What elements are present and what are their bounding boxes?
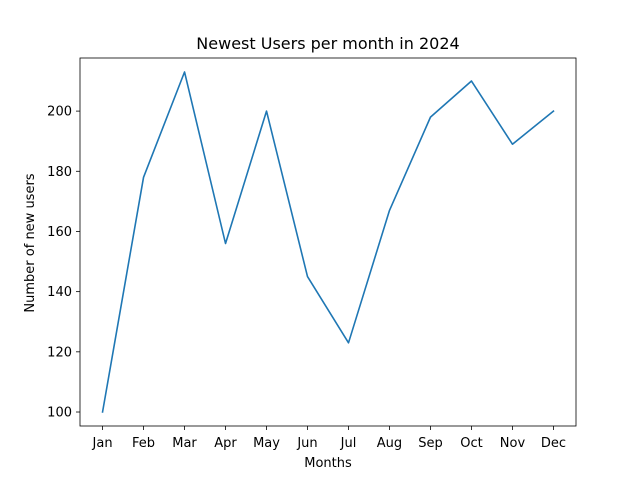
axes-frame: [79, 57, 577, 427]
x-tick-label: Feb: [132, 436, 155, 451]
x-axis-label: Months: [304, 456, 352, 471]
x-tick-label: Apr: [214, 436, 237, 451]
x-tick-label: Nov: [500, 436, 526, 451]
series-line: [101, 71, 555, 413]
y-tick-label: 200: [47, 105, 72, 120]
y-tick-label: 120: [47, 345, 72, 360]
y-tick-label: 180: [47, 165, 72, 180]
x-tick-label: Jan: [92, 436, 113, 451]
plot-area: Jan Feb Mar Apr May Jun Jul Aug Sep Oct Nov Dec 100 1…: [47, 57, 577, 451]
x-tick-label: Sep: [418, 436, 443, 451]
x-tick-label: Oct: [460, 436, 482, 451]
y-tick-label: 140: [47, 285, 72, 300]
x-tick-label: May: [253, 436, 280, 451]
x-tick-label: Jul: [340, 436, 357, 451]
y-axis-label: Number of new users: [23, 173, 38, 312]
y-tick-label: 160: [47, 225, 72, 240]
x-tick-label: Aug: [377, 436, 402, 451]
x-tick-label: Dec: [541, 436, 566, 451]
x-tick-label: Jun: [296, 436, 317, 451]
y-tick-label: 100: [47, 406, 72, 421]
chart-title: Newest Users per month in 2024: [196, 34, 459, 53]
x-tick-label: Mar: [172, 436, 197, 451]
